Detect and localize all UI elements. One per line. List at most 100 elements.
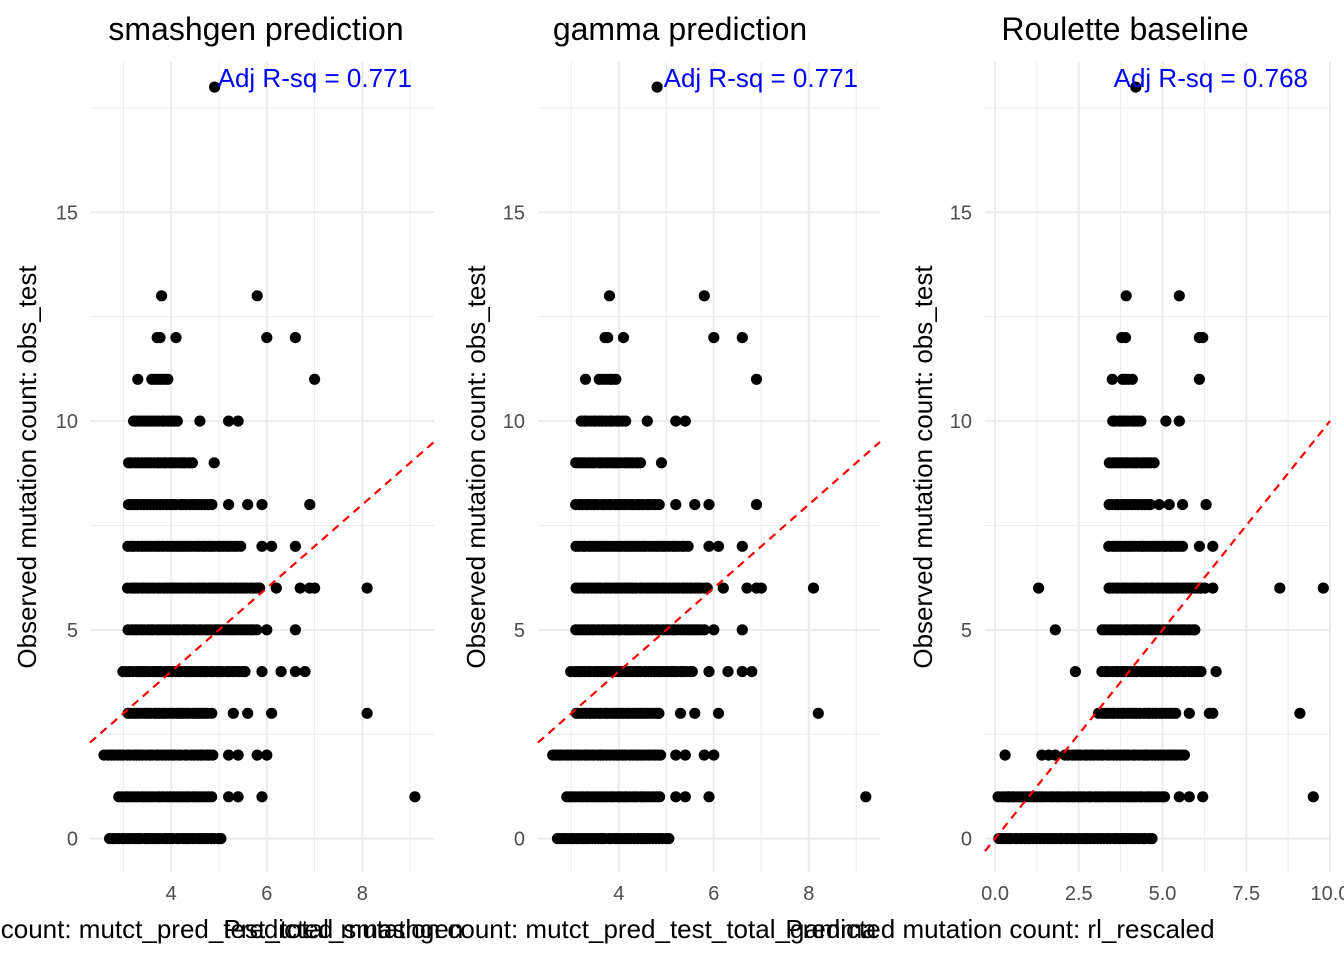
x-tick-label: 7.5: [1232, 883, 1260, 905]
data-point: [1153, 499, 1165, 511]
data-point: [232, 415, 244, 427]
adj-rsq-annotation: Adj R-sq = 0.771: [218, 63, 412, 93]
data-point: [670, 499, 682, 511]
data-point: [860, 791, 872, 803]
y-axis-label: Observed mutation count: obs_test: [12, 265, 42, 669]
data-point: [1195, 666, 1207, 678]
data-point: [1033, 582, 1045, 594]
data-point: [223, 749, 235, 761]
data-point: [289, 540, 301, 552]
data-point: [617, 332, 630, 344]
data-point: [1197, 332, 1209, 344]
data-point: [698, 749, 710, 761]
data-point: [750, 499, 763, 511]
data-point: [708, 749, 720, 761]
y-tick-label: 15: [56, 202, 78, 224]
data-point: [812, 707, 824, 719]
data-point: [232, 749, 244, 761]
data-point: [361, 582, 373, 594]
data-point: [1135, 415, 1147, 427]
data-point: [235, 540, 247, 552]
data-point: [1177, 499, 1189, 511]
data-point: [223, 499, 235, 511]
data-point: [653, 707, 665, 719]
data-point: [602, 332, 614, 344]
data-point: [655, 457, 668, 469]
y-axis-label: Observed mutation count: obs_test: [461, 265, 491, 669]
data-point: [1130, 81, 1142, 93]
data-point: [682, 540, 694, 552]
data-point: [1207, 582, 1219, 594]
data-point: [620, 415, 632, 427]
data-point: [689, 707, 701, 719]
x-tick-label: 0.0: [981, 883, 1009, 905]
data-point: [289, 624, 301, 636]
data-point: [670, 749, 682, 761]
data-point: [223, 415, 235, 427]
data-point: [1173, 290, 1185, 302]
data-point: [610, 373, 622, 385]
data-point: [1173, 415, 1185, 427]
data-point: [227, 707, 239, 719]
y-tick-label: 15: [950, 202, 972, 224]
data-point: [708, 332, 720, 344]
data-point: [261, 749, 273, 761]
data-point: [266, 707, 278, 719]
data-point: [1148, 457, 1160, 469]
data-point: [1274, 582, 1286, 594]
data-point: [698, 290, 710, 302]
panel-title: gamma prediction: [553, 11, 807, 47]
data-point: [154, 332, 166, 344]
y-tick-label: 0: [961, 829, 972, 851]
data-point: [703, 666, 715, 678]
data-point: [1207, 540, 1219, 552]
data-point: [1120, 290, 1132, 302]
data-point: [712, 707, 725, 719]
data-point: [171, 415, 183, 427]
data-point: [206, 791, 218, 803]
adj-rsq-annotation: Adj R-sq = 0.768: [1114, 63, 1308, 93]
data-point: [1199, 582, 1211, 594]
x-axis-label: Predicted mutation count: mutct_pred_tes…: [0, 914, 463, 944]
x-tick-label: 10.0: [1311, 883, 1344, 905]
data-point: [1193, 373, 1205, 385]
data-point: [1294, 707, 1306, 719]
data-point: [409, 791, 421, 803]
data-point: [641, 415, 653, 427]
data-point: [698, 624, 711, 636]
points: [98, 81, 421, 845]
data-point: [736, 624, 748, 636]
reference-line: [537, 441, 881, 744]
data-point: [289, 332, 301, 344]
data-point: [1002, 791, 1015, 803]
y-axis-label: Observed mutation count: obs_test: [908, 265, 938, 669]
data-point: [186, 457, 198, 469]
data-point: [256, 666, 268, 678]
x-tick-label: 6: [261, 883, 272, 905]
data-point: [239, 666, 251, 678]
data-point: [275, 666, 287, 678]
data-point: [223, 791, 235, 803]
data-point: [722, 666, 734, 678]
data-point: [294, 582, 306, 594]
data-point: [1178, 749, 1190, 761]
data-point: [1193, 540, 1205, 552]
data-point: [361, 707, 373, 719]
data-point: [703, 540, 715, 552]
data-point: [162, 373, 174, 385]
x-axis-label: Predicted mutation count: mutct_pred_tes…: [223, 914, 877, 944]
data-point: [194, 415, 206, 427]
data-point: [1183, 707, 1195, 719]
data-point: [686, 666, 698, 678]
data-point: [215, 833, 227, 845]
data-point: [1210, 666, 1222, 678]
data-point: [251, 624, 263, 636]
data-point: [1173, 791, 1185, 803]
panel-gamma: gamma prediction 4 6 8 0 5 10 15 Adj R-sq = 0.7…: [223, 11, 881, 944]
y-tick-label: 10: [503, 411, 525, 433]
data-point: [712, 540, 725, 552]
data-point: [701, 582, 713, 594]
data-point: [679, 415, 691, 427]
data-point: [1146, 833, 1158, 845]
